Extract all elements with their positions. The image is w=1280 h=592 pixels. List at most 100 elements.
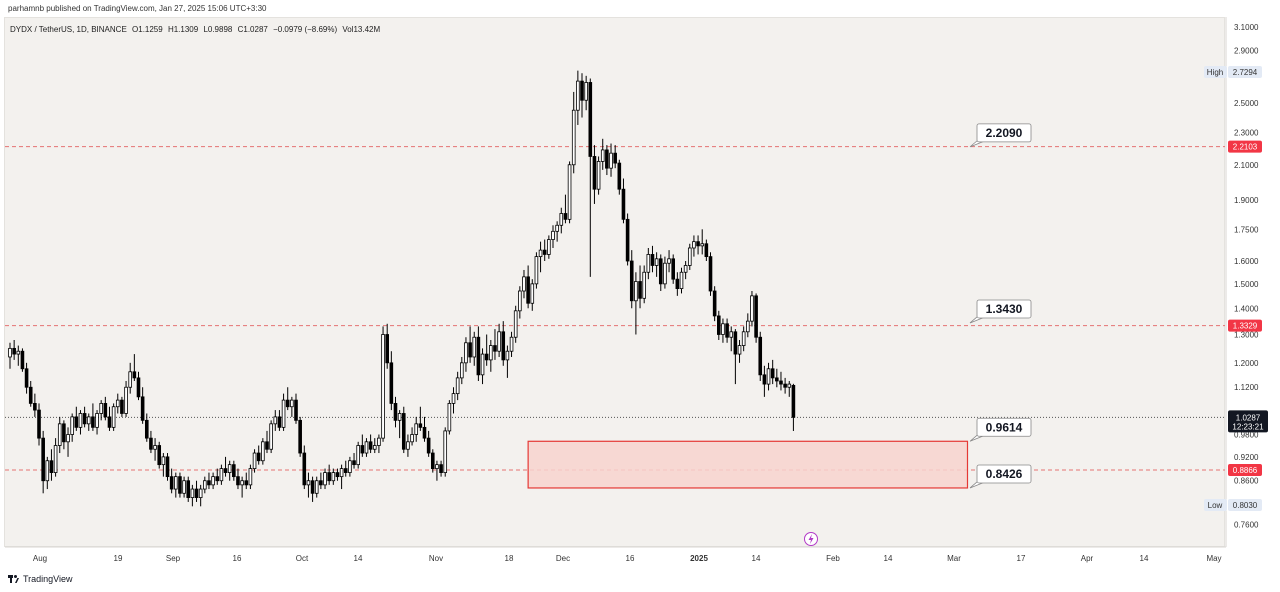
candle [439, 460, 443, 477]
candle-body-up [729, 331, 734, 338]
candle-body-up [269, 423, 273, 450]
candle-body-up [339, 468, 344, 478]
price-tick-label: 2.5000 [1234, 99, 1259, 108]
candle-body-up [451, 393, 456, 404]
candle [658, 254, 663, 292]
callout-label: 0.9614 [986, 420, 1023, 434]
candle-body-up [261, 441, 265, 462]
candle [766, 362, 771, 391]
candle-body-down [605, 149, 609, 169]
candle [397, 410, 402, 439]
candle [422, 416, 427, 442]
candle-body-down [588, 82, 593, 157]
tradingview-logo[interactable]: TradingView [8, 574, 73, 584]
candle-body-down [733, 331, 738, 355]
candle-body-up [314, 480, 319, 494]
candle-body-up [513, 310, 518, 338]
time-tick-label: 14 [354, 554, 363, 563]
candle-body-down [526, 276, 530, 304]
price-tick-label: 1.9000 [1234, 196, 1259, 205]
level-price-badge-text: 1.3329 [1233, 322, 1258, 331]
price-tick-label: 0.9800 [1234, 431, 1259, 440]
candle [414, 416, 419, 442]
time-tick-label: 16 [626, 554, 635, 563]
tradingview-logo-icon [8, 575, 20, 583]
price-tick-label: 1.7500 [1234, 225, 1259, 234]
candle [584, 75, 588, 111]
candle-body-down [696, 241, 700, 247]
level-price-badge-bg [1228, 463, 1262, 476]
candle-body-up [381, 334, 385, 439]
candle-body-up [198, 488, 203, 498]
candle [489, 339, 493, 372]
candle-body-up [99, 403, 103, 414]
candle [348, 456, 352, 477]
candle-body-up [8, 347, 12, 358]
candle [95, 410, 99, 435]
candle [368, 434, 373, 454]
candle-body-up [115, 399, 120, 408]
candle-body-up [290, 399, 294, 408]
candle [240, 476, 244, 498]
candle-body-down [265, 441, 269, 450]
candle [173, 472, 178, 498]
time-tick-label: 18 [505, 554, 514, 563]
candle-body-up [509, 336, 514, 352]
candle [144, 413, 149, 442]
candle [737, 339, 742, 363]
candle [505, 345, 510, 378]
price-tick-label: 0.8600 [1234, 477, 1259, 486]
candle [530, 279, 535, 311]
level-price-badge-text: 2.2103 [1233, 143, 1258, 152]
price-tick-label: 1.2000 [1234, 359, 1259, 368]
candle [78, 410, 83, 435]
candle [642, 265, 646, 304]
candle-body-down [144, 419, 149, 439]
candle [542, 239, 547, 262]
candle [617, 159, 622, 195]
candle [335, 468, 340, 481]
candle-body-down [310, 480, 315, 494]
candle [136, 371, 141, 401]
legend-close: C1.0287 [237, 25, 268, 34]
candle-body-down [762, 374, 767, 385]
candle-body-down [103, 403, 108, 418]
candle [646, 247, 651, 280]
candle [24, 362, 29, 394]
candle-body-down [580, 80, 584, 101]
candle [634, 272, 638, 335]
candle [132, 354, 137, 381]
candle [290, 396, 294, 417]
candle-body-up [128, 371, 133, 388]
level-callout: 1.3430 [969, 299, 1032, 324]
callout-label: 0.8426 [986, 467, 1023, 481]
time-tick-label: Dec [556, 554, 570, 563]
candle [451, 387, 456, 414]
candle [671, 254, 675, 284]
level-callout: 0.8426 [969, 464, 1032, 489]
candle-body-down [132, 371, 137, 379]
candle-body-up [95, 413, 99, 428]
candle-body-up [530, 283, 535, 304]
candle-body-up [397, 413, 402, 421]
candle-body-up [741, 331, 746, 346]
price-tick-label: 0.7600 [1234, 520, 1259, 529]
candle [468, 326, 472, 363]
candle [476, 326, 481, 381]
candle [273, 410, 278, 431]
candle [306, 472, 311, 498]
candle [522, 269, 526, 299]
candle [741, 326, 746, 352]
candle-body-up [410, 434, 414, 443]
candle-body-down [783, 383, 787, 388]
candle [310, 476, 315, 502]
candle-body-up [16, 350, 21, 355]
candle-body-up [518, 290, 522, 312]
event-lightning-icon[interactable] [804, 532, 818, 546]
candle [696, 235, 700, 255]
time-tick-label: 14 [884, 554, 893, 563]
candle [302, 445, 307, 490]
high-marker: High 2.7294 [1204, 66, 1262, 78]
candle-body-down [352, 460, 356, 466]
